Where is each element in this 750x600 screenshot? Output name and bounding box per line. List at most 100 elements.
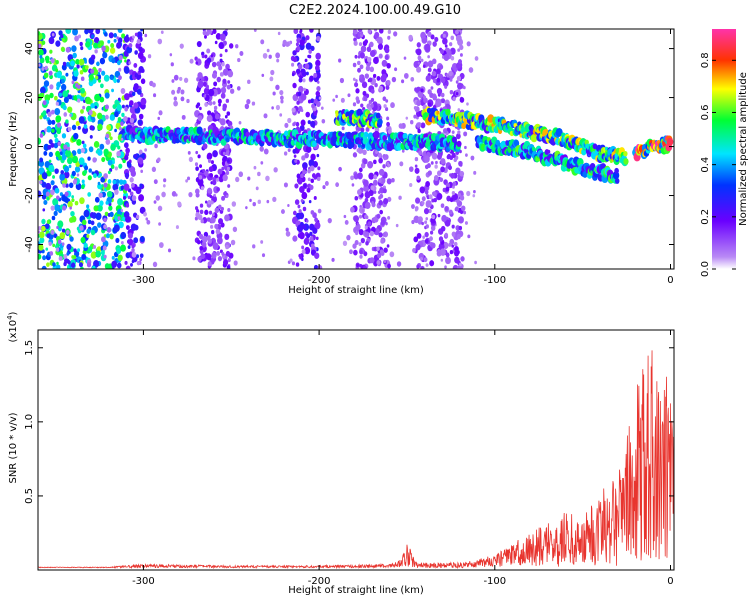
- spectrogram-pixel: [107, 159, 113, 166]
- spectrogram-pixel: [430, 225, 436, 232]
- spectrogram-pixel: [324, 181, 329, 186]
- spectrogram-pixel: [82, 143, 87, 149]
- spectrogram-pixel: [134, 153, 138, 158]
- spectrogram-pixel: [40, 92, 45, 98]
- spectrogram-pixel: [120, 244, 127, 252]
- spectrogram-pixel: [272, 91, 276, 96]
- spectrogram-pixel: [350, 206, 355, 213]
- spectrogram-pixel: [359, 74, 363, 79]
- spectrogram-pixel: [213, 105, 218, 111]
- spectrogram-pixel: [387, 35, 391, 40]
- spectrogram-pixel: [439, 177, 444, 183]
- spectrogram-pixel: [317, 176, 321, 182]
- spectrogram-pixel: [438, 236, 444, 242]
- spectrogram-pixel: [67, 200, 73, 208]
- spectrogram-pixel: [427, 67, 432, 73]
- spectrogram-pixel: [157, 116, 161, 121]
- spectrogram-pixel: [393, 31, 398, 37]
- spectrogram-pixel: [218, 65, 223, 71]
- spectrogram-pixel: [93, 205, 99, 212]
- spectrogram-pixel: [213, 193, 216, 198]
- spectrogram-pixel: [60, 46, 65, 52]
- spectrogram-pixel: [373, 174, 378, 180]
- spectrogram-pixel: [223, 192, 226, 196]
- spectrogram-pixel: [65, 46, 71, 53]
- spectrogram-pixel: [116, 42, 122, 49]
- spectrogram-pixel: [305, 145, 312, 153]
- spectrogram-pixel: [296, 45, 301, 51]
- spectrogram-pixel: [60, 83, 67, 91]
- spectrogram-pixel: [380, 75, 387, 83]
- colorbar-label: Normalized spectral amplitude: [738, 72, 749, 226]
- spectrogram-pixel: [432, 191, 437, 197]
- spectrogram-pixel: [301, 191, 308, 200]
- spectrogram-pixel: [375, 112, 381, 119]
- spectrogram-pixel: [231, 201, 237, 207]
- spectrogram-pixel: [105, 133, 110, 139]
- spectrogram-pixel: [171, 79, 175, 83]
- spectrogram-pixel: [275, 84, 280, 91]
- spectrogram-pixel: [76, 173, 80, 177]
- spectrogram-pixel: [295, 121, 300, 127]
- spectrogram-pixel: [225, 244, 229, 250]
- spectrogram-pixel: [383, 259, 387, 264]
- spectrogram-pixels: [38, 29, 674, 269]
- spectrogram-pixel: [410, 120, 414, 125]
- spectrogram-pixel: [115, 216, 119, 221]
- spectrogram-pixel: [86, 228, 91, 234]
- spectrogram-pixel: [322, 185, 326, 190]
- spectrogram-pixel: [65, 72, 69, 77]
- spectrogram-pixel: [310, 236, 314, 241]
- spectrogram-pixel: [75, 58, 80, 65]
- spectrogram-pixel: [369, 230, 374, 237]
- spectrogram-pixel: [221, 251, 225, 256]
- spectrogram-pixel: [409, 166, 414, 173]
- spectrogram-pixel: [314, 221, 321, 229]
- spectrogram-pixel: [436, 87, 443, 95]
- spectrogram-pixel: [124, 59, 127, 63]
- spectrogram-pixel: [440, 225, 446, 232]
- spectrogram-pixel: [444, 219, 451, 227]
- spectrogram-pixel: [118, 75, 122, 81]
- spectrogram-pixel: [465, 153, 468, 157]
- spectrogram-pixel: [367, 160, 374, 169]
- spectrogram-pixel: [369, 257, 375, 264]
- spectrogram-pixel: [200, 186, 205, 191]
- spectrogram-pixel: [95, 150, 99, 154]
- spectrogram-pixel: [309, 165, 315, 172]
- spectrogram-pixel: [456, 140, 462, 148]
- spectrogram-pixel: [68, 94, 73, 100]
- spectrogram-pixel: [42, 208, 46, 212]
- spectrogram-pixel: [131, 91, 136, 97]
- spectrogram-pixel: [77, 148, 82, 155]
- spectrogram-pixel: [173, 96, 178, 101]
- spectrogram-pixel: [116, 104, 122, 111]
- spectrogram-pixel: [384, 47, 390, 54]
- spectrogram-pixel: [111, 88, 115, 93]
- spectrogram-pixel: [203, 87, 210, 95]
- spectrogram-pixel: [162, 184, 166, 188]
- spectrogram-pixel: [457, 108, 461, 112]
- spectrogram-pixel: [312, 227, 318, 234]
- spectrogram-pixel: [415, 197, 421, 204]
- spectrogram-pixel: [386, 121, 391, 127]
- spectrogram-pixel: [416, 100, 421, 107]
- spectrogram-pixel: [173, 74, 179, 81]
- spectrogram-pixel: [105, 138, 111, 145]
- spectrogram-pixel: [312, 140, 317, 147]
- spectrogram-pixel: [46, 233, 51, 239]
- spectrogram-pixel: [292, 148, 297, 154]
- spectrogram-pixel: [80, 87, 85, 94]
- spectrogram-pixel: [140, 97, 147, 106]
- spectrogram-pixel: [442, 37, 448, 45]
- spectrogram-pixel: [368, 106, 372, 111]
- spectrogram-pixel: [133, 63, 138, 68]
- spectrogram-pixel: [97, 43, 101, 48]
- spectrogram-pixel: [313, 264, 319, 269]
- spectrogram-pixel: [623, 158, 629, 165]
- spectrogram-pixel: [358, 242, 362, 247]
- spectrogram-pixel: [287, 148, 291, 153]
- spectrogram-pixel: [216, 251, 221, 256]
- spectrogram-y-tick-label: 40: [24, 42, 35, 55]
- spectrogram-pixel: [50, 109, 55, 115]
